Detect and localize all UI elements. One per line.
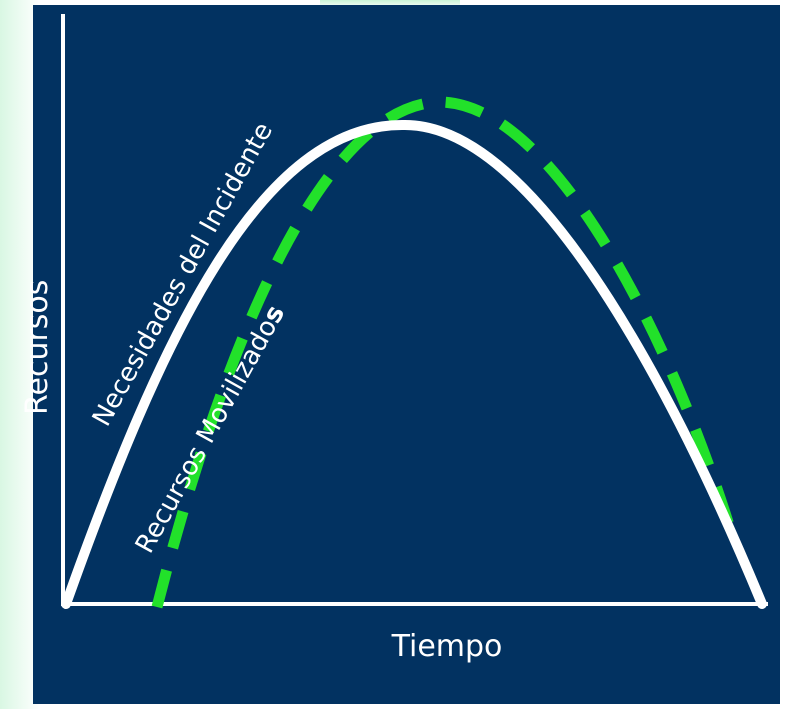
incident-needs-curve xyxy=(61,119,767,609)
x-axis-label: Tiempo xyxy=(391,629,503,664)
y-axis-label: Recursos xyxy=(20,280,55,415)
mobilized-resources-curve xyxy=(151,96,741,609)
top-glow-decoration xyxy=(320,0,460,8)
